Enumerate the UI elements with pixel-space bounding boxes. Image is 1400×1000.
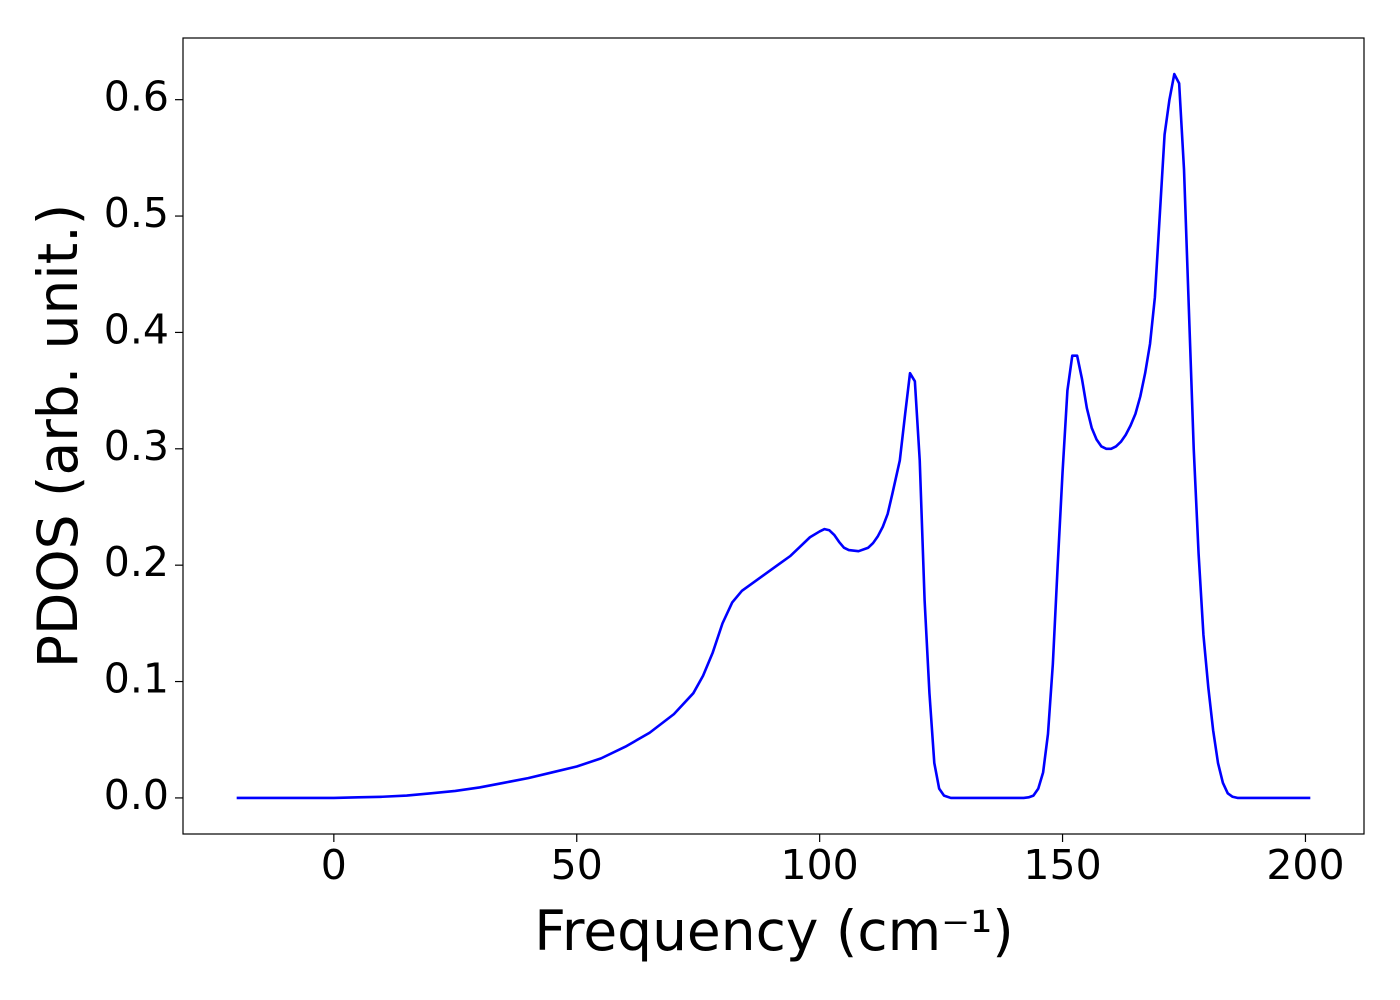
y-tick-label: 0.6 [104,73,169,121]
y-tick-label: 0.4 [104,305,169,353]
x-tick-label: 50 [551,841,603,889]
data-line [236,72,1311,800]
y-tick-label: 0.3 [104,422,169,470]
x-tick-label: 100 [781,841,859,889]
y-tick-label: 0.0 [104,771,169,819]
plot-frame [182,37,1365,835]
y-axis-label: PDOS (arb. unit.) [26,204,90,668]
y-tick-label: 0.1 [104,655,169,703]
x-tick-label: 0 [321,841,347,889]
x-tick-label: 200 [1266,841,1344,889]
y-tick-label: 0.5 [104,189,169,237]
x-tick-label: 150 [1023,841,1101,889]
x-axis-label: Frequency (cm⁻¹) [534,899,1013,963]
y-tick-label: 0.2 [104,538,169,586]
